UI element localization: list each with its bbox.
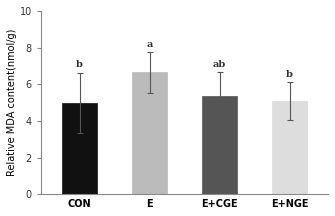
Bar (202, 96, 237, 194)
Bar (272, 101, 307, 194)
Text: a: a (146, 40, 153, 49)
Y-axis label: Relative MDA content(nmol/g): Relative MDA content(nmol/g) (7, 29, 17, 176)
Bar (62, 103, 97, 194)
Text: b: b (286, 70, 293, 79)
Text: ab: ab (213, 60, 226, 69)
Bar (132, 72, 167, 194)
Text: b: b (76, 60, 83, 69)
